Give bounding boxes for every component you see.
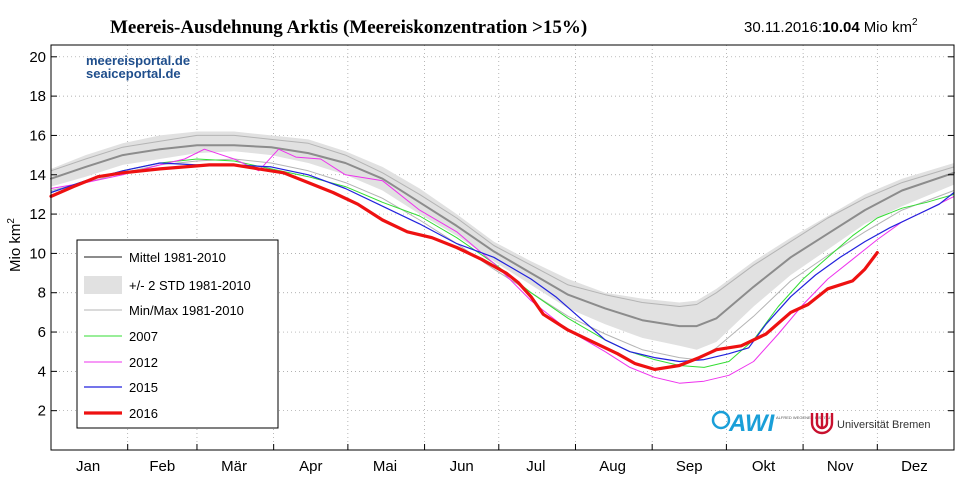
x-tick-label: Jul	[526, 458, 545, 475]
uni-bremen-logo: Universität Bremen	[810, 413, 931, 435]
legend-box	[76, 239, 279, 429]
x-tick-label: Mai	[373, 458, 397, 475]
x-tick-label: Jan	[76, 458, 100, 475]
legend: Mittel 1981-2010 +/- 2 STD 1981-2010 Min/M…	[76, 239, 279, 429]
chart-title: Meereis-Ausdehnung Arktis (Meereiskonzen…	[110, 17, 587, 38]
y-tick-label: 6	[38, 324, 46, 341]
y-tick-label: 14	[29, 167, 46, 184]
y-ticks: 2 4 6 8 10 12 14 16 18 20	[29, 49, 954, 420]
y-tick-label: 18	[29, 88, 46, 105]
site-url-en: seaiceportal.de	[86, 66, 181, 81]
awi-swirl-icon	[711, 410, 731, 430]
legend-label-mean: Mittel 1981-2010	[129, 250, 226, 265]
x-tick-label: Sep	[676, 458, 703, 475]
std-band	[51, 131, 954, 350]
site-url-de: meereisportal.de	[86, 53, 190, 68]
legend-label-y2015: 2015	[129, 380, 158, 395]
series-line-y2012	[50, 148, 955, 384]
x-tick-label: Jun	[450, 458, 474, 475]
y-tick-label: 20	[29, 49, 46, 66]
header-date: 30.11.2016:10.04 Mio km2	[744, 17, 918, 36]
legend-swatch-band	[84, 276, 122, 294]
header-unit: Mio km	[864, 19, 912, 36]
x-tick-label: Dez	[901, 458, 928, 475]
y-tick-label: 2	[38, 403, 46, 420]
y-tick-label: 16	[29, 127, 46, 144]
uni-bremen-text: Universität Bremen	[837, 419, 931, 431]
series-line-mean	[50, 144, 955, 328]
x-tick-label: Feb	[149, 458, 175, 475]
y-axis-label: Mio km2	[6, 218, 24, 272]
header-date-text: 30.11.2016:	[744, 19, 822, 36]
x-ticks: Jan Feb Mär Apr Mai Jun Jul Aug Sep Okt Nov Dez	[76, 444, 928, 475]
legend-label-y2012: 2012	[129, 355, 158, 370]
y-tick-label: 8	[38, 285, 46, 302]
awi-logo: AWI ALFRED WEGENER INSTITUT	[711, 410, 833, 437]
y-tick-label: 4	[38, 363, 46, 380]
y-tick-label: 10	[29, 245, 46, 262]
y-tick-label: 12	[29, 206, 46, 223]
legend-label-y2016: 2016	[129, 406, 158, 421]
legend-label-minmax: Min/Max 1981-2010	[129, 303, 244, 318]
header-unit-sup: 2	[912, 17, 918, 28]
x-tick-label: Apr	[299, 458, 322, 475]
x-tick-label: Mär	[221, 458, 247, 475]
series-line-y2007	[50, 158, 955, 368]
awi-logo-text: AWI	[728, 410, 776, 437]
x-tick-label: Okt	[752, 458, 776, 475]
plot-frame	[50, 44, 955, 451]
legend-label-band: +/- 2 STD 1981-2010	[129, 278, 251, 293]
series-line-y2016	[49, 163, 879, 371]
x-tick-label: Aug	[599, 458, 626, 475]
legend-label-y2007: 2007	[129, 329, 158, 344]
series-line-minmax	[50, 158, 955, 361]
uni-bremen-icon	[810, 413, 834, 435]
x-tick-label: Nov	[827, 458, 854, 475]
series-lines	[49, 134, 955, 384]
series-line-minmax	[50, 134, 955, 307]
awi-logo-subtext: ALFRED WEGENER INSTITUT	[776, 415, 833, 420]
header-value: 10.04	[822, 19, 860, 36]
